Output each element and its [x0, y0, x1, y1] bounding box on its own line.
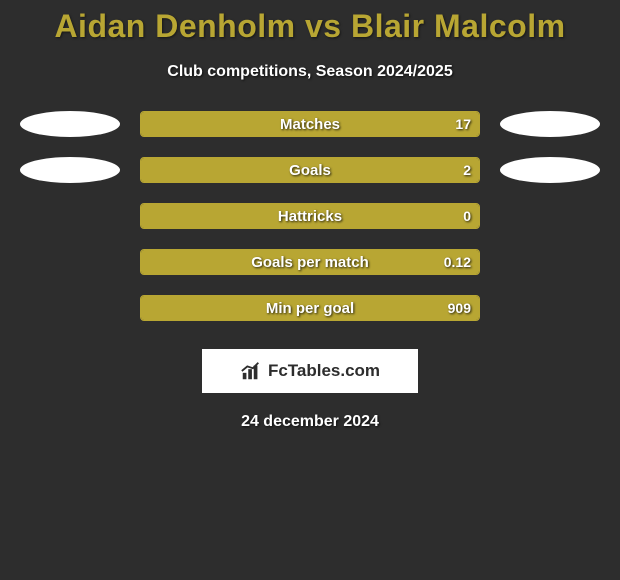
- stats-area: Matches 17 Goals 2 Hattricks 0: [0, 111, 620, 321]
- comparison-widget: Aidan Denholm vs Blair Malcolm Club comp…: [0, 0, 620, 431]
- stat-row-hattricks: Hattricks 0: [10, 203, 610, 229]
- stat-value: 0.12: [444, 250, 471, 274]
- stat-label: Goals: [141, 158, 479, 182]
- stat-label: Hattricks: [141, 204, 479, 228]
- stat-bar: Matches 17: [140, 111, 480, 137]
- stat-value: 909: [448, 296, 471, 320]
- left-player-ellipse: [20, 157, 120, 183]
- chart-icon: [240, 360, 262, 382]
- stat-label: Min per goal: [141, 296, 479, 320]
- logo-text: FcTables.com: [268, 361, 380, 381]
- stat-label: Goals per match: [141, 250, 479, 274]
- right-player-ellipse: [500, 111, 600, 137]
- stat-label: Matches: [141, 112, 479, 136]
- stat-row-goals-per-match: Goals per match 0.12: [10, 249, 610, 275]
- page-title: Aidan Denholm vs Blair Malcolm: [0, 8, 620, 45]
- stat-value: 0: [463, 204, 471, 228]
- stat-bar: Goals per match 0.12: [140, 249, 480, 275]
- stat-row-goals: Goals 2: [10, 157, 610, 183]
- date-text: 24 december 2024: [0, 413, 620, 431]
- stat-value: 2: [463, 158, 471, 182]
- stat-bar: Goals 2: [140, 157, 480, 183]
- fctables-logo[interactable]: FcTables.com: [202, 349, 418, 393]
- stat-value: 17: [455, 112, 471, 136]
- subtitle: Club competitions, Season 2024/2025: [0, 63, 620, 81]
- stat-bar: Min per goal 909: [140, 295, 480, 321]
- stat-row-min-per-goal: Min per goal 909: [10, 295, 610, 321]
- stat-row-matches: Matches 17: [10, 111, 610, 137]
- stat-bar: Hattricks 0: [140, 203, 480, 229]
- left-player-ellipse: [20, 111, 120, 137]
- right-player-ellipse: [500, 157, 600, 183]
